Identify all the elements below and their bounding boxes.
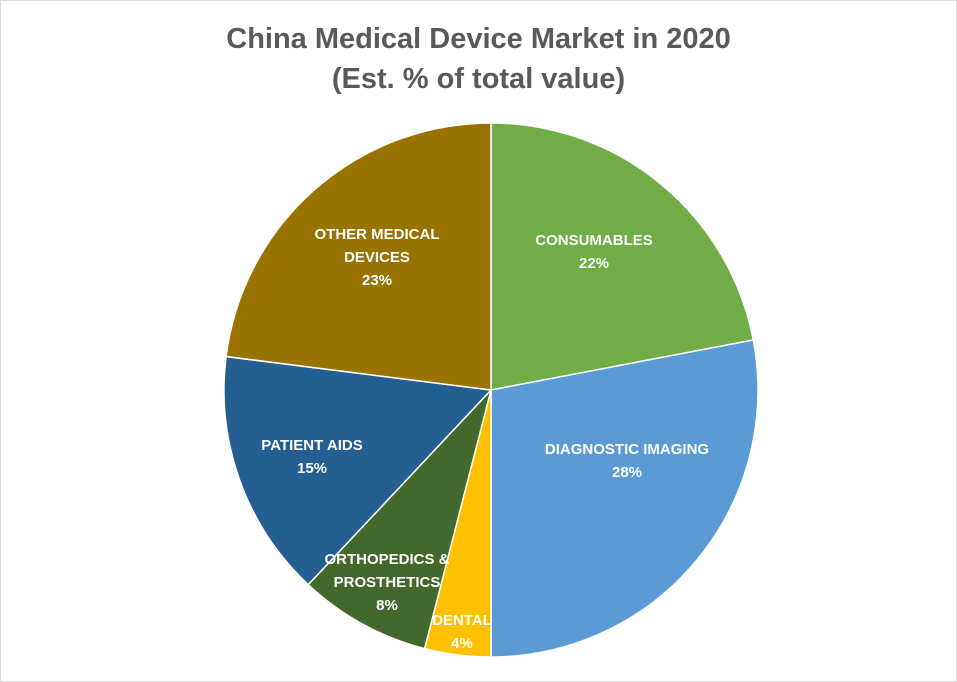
value-label: 8% xyxy=(376,597,398,614)
category-label: DIAGNOSTIC IMAGING xyxy=(544,441,710,458)
value-label: 28% xyxy=(611,464,643,481)
category-label: DENTAL xyxy=(432,612,492,629)
pie-slice-patient-aids xyxy=(223,355,493,586)
category-label: ORTHOPEDICS & PROSTHETICS xyxy=(324,551,450,591)
data-label-patient-aids: PATIENT AIDS 15% xyxy=(261,434,362,480)
data-label-consumables: CONSUMABLES 22% xyxy=(535,229,653,275)
data-label-dental: DENTAL 4% xyxy=(432,609,492,655)
pie-slice-consumables xyxy=(490,122,755,391)
data-label-diagnostic-imaging: DIAGNOSTIC IMAGING 28% xyxy=(545,438,709,484)
data-label-other-medical-devices: OTHER MEDICAL DEVICES 23% xyxy=(307,223,447,292)
value-label: 23% xyxy=(361,272,393,289)
category-label: CONSUMABLES xyxy=(535,232,653,249)
value-label: 15% xyxy=(296,460,328,477)
value-label: 4% xyxy=(451,635,473,652)
pie-slice-orthopedics-prosthetics xyxy=(307,389,492,650)
category-label: OTHER MEDICAL DEVICES xyxy=(314,226,440,266)
value-label: 22% xyxy=(578,255,610,272)
chart-subtitle: (Est. % of total value) xyxy=(331,63,626,95)
pie-slice-other-medical-devices xyxy=(225,122,492,391)
pie-slice-diagnostic-imaging xyxy=(490,339,759,658)
category-label: PATIENT AIDS xyxy=(261,437,363,454)
data-label-orthopedics: ORTHOPEDICS & PROSTHETICS 8% xyxy=(322,548,452,617)
chart-title: China Medical Device Market in 2020 xyxy=(226,23,731,55)
